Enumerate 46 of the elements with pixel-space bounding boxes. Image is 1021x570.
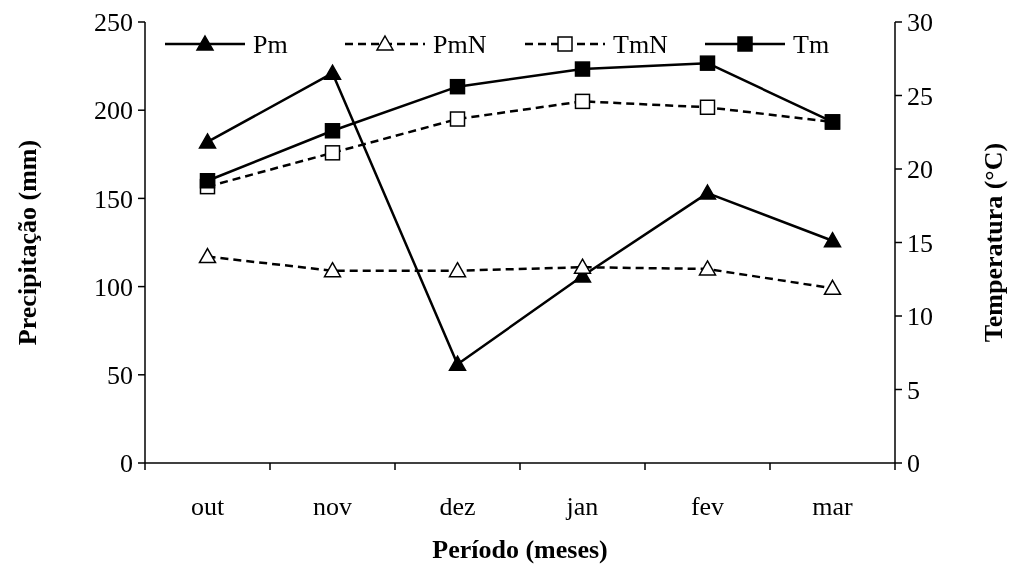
x-tick-label: fev: [690, 492, 725, 521]
y2-tick-label: 25: [907, 81, 933, 111]
legend-label: TmN: [613, 30, 669, 60]
x-tick-label: mar: [812, 492, 854, 521]
point: [199, 173, 216, 189]
y2-tick-label: 5: [907, 375, 920, 405]
y2-axis-title: Temperatura (°C): [979, 142, 1008, 343]
point: [699, 55, 716, 71]
x-tick-label: out: [190, 492, 225, 521]
x-tick-label: jan: [565, 492, 599, 521]
y-axis-title: Precipitação (mm): [13, 139, 42, 346]
point: [698, 184, 717, 200]
y-tick-label: 0: [120, 449, 133, 479]
point: [449, 111, 466, 127]
point: [448, 261, 467, 278]
point: [323, 261, 342, 278]
point: [823, 231, 842, 248]
y-tick-label: 200: [94, 96, 133, 126]
legend-label: Tm: [793, 30, 830, 60]
point: [323, 64, 342, 80]
point: [448, 355, 467, 371]
x-axis-title: Período (meses): [432, 535, 608, 564]
point: [449, 78, 466, 95]
y-tick-label: 50: [107, 360, 133, 390]
point: [198, 133, 217, 149]
y2-tick-label: 30: [907, 8, 933, 38]
y2-tick-label: 20: [907, 155, 933, 185]
legend-label: Pm: [253, 30, 288, 60]
x-tick-label: dez: [439, 492, 476, 521]
point: [324, 123, 341, 139]
point: [698, 260, 717, 276]
y-tick-label: 100: [94, 272, 133, 302]
point: [574, 61, 591, 77]
point: [573, 258, 592, 274]
point: [324, 145, 341, 161]
y2-tick-label: 15: [907, 228, 933, 258]
y-tick-label: 250: [94, 8, 133, 38]
y2-tick-label: 10: [907, 302, 933, 332]
y2-tick-label: 0: [907, 449, 920, 479]
x-tick-label: nov: [313, 492, 352, 521]
point: [699, 99, 716, 116]
y-tick-label: 150: [94, 184, 133, 214]
point: [574, 93, 591, 110]
legend-label: PmN: [433, 30, 487, 60]
point: [823, 279, 842, 296]
point: [198, 247, 217, 264]
